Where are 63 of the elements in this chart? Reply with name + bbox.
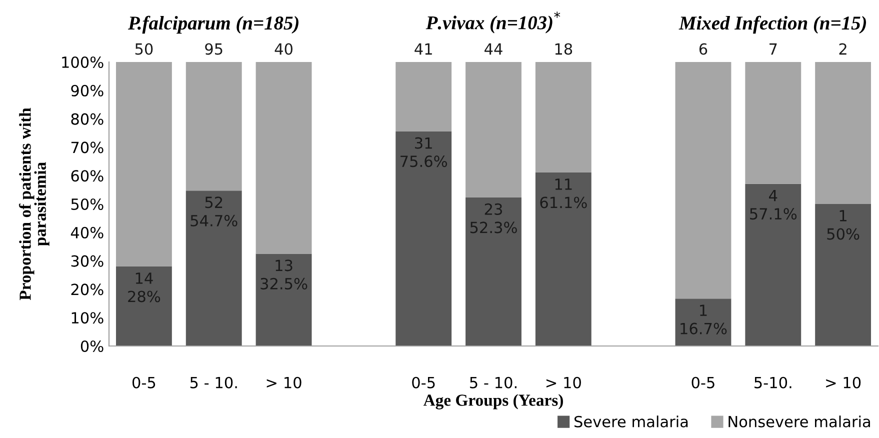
data-label: 11 61.1% <box>540 178 587 208</box>
x-tick-label: 5 - 10. <box>190 376 237 388</box>
data-label: 31 75.6% <box>400 137 448 168</box>
x-tick-label: > 10 <box>546 376 581 388</box>
x-tick-label: 5-10. <box>754 376 792 388</box>
text: 44 <box>484 43 502 55</box>
text: P.falciparum (n=185) <box>128 16 298 34</box>
y-tick-label: 0% <box>80 340 104 352</box>
text: 2 <box>839 43 846 55</box>
y-tick-label: 60% <box>71 170 104 182</box>
bar <box>745 62 802 184</box>
data-label: 13 32.5% <box>260 260 308 290</box>
text: 40 <box>274 43 292 55</box>
text: 18 <box>555 43 572 55</box>
y-tick-label: 50% <box>71 198 104 210</box>
bar <box>675 298 732 346</box>
legend-label: Severe malaria <box>574 416 688 428</box>
bar <box>466 62 522 198</box>
bar <box>186 62 242 191</box>
data-label: 4 57.1% <box>750 190 797 220</box>
bar <box>186 190 242 346</box>
y-tick-label: 100% <box>62 56 104 68</box>
data-label: 1 16.7% <box>680 304 727 334</box>
x-tick-label: > 10 <box>826 376 861 388</box>
bar <box>116 62 172 266</box>
x-axis-title: Age Groups (Years) <box>423 394 563 410</box>
text: Mixed Infection (n=15) <box>678 16 866 34</box>
data-label: 1 50% <box>827 210 860 240</box>
bar <box>116 266 172 346</box>
y-tick-label: 70% <box>71 142 104 154</box>
x-tick-label: 0-5 <box>692 376 714 388</box>
data-label: 52 54.7% <box>190 196 238 226</box>
text: 95 <box>205 43 222 55</box>
y-axis-title: Proportion of patients with parasitemia <box>18 108 50 300</box>
text: P.vivax (n=103)$^{*}$ <box>426 12 560 34</box>
y-tick-label: 10% <box>72 312 104 324</box>
y-tick-label: 30% <box>71 255 104 267</box>
text: 7 <box>770 43 777 55</box>
y-tick-label: 20% <box>71 284 104 296</box>
bar <box>256 254 312 346</box>
bar <box>535 172 592 346</box>
legend-label: Nonsevere malaria <box>728 416 870 428</box>
text: 6 <box>699 43 708 55</box>
y-tick-label: 90% <box>71 84 104 96</box>
bar <box>396 131 452 346</box>
x-tick-label: 0-5 <box>412 376 435 388</box>
y-tick-label: 40% <box>70 226 104 238</box>
x-tick-label: > 10 <box>266 376 302 388</box>
bar <box>745 184 802 346</box>
bar <box>466 197 522 346</box>
data-label: 14 28% <box>128 272 160 302</box>
bar <box>815 204 872 346</box>
bar <box>396 62 452 132</box>
text: 41 <box>414 43 432 55</box>
bar <box>815 62 872 204</box>
bar <box>256 62 312 254</box>
data-label: 23 52.3% <box>470 203 517 234</box>
bar <box>675 62 732 299</box>
text: 50 <box>135 43 153 55</box>
y-tick-label: 80% <box>71 113 104 125</box>
x-tick-label: 0-5 <box>132 376 156 388</box>
bar <box>535 62 592 172</box>
x-tick-label: 5 - 10. <box>470 376 516 388</box>
